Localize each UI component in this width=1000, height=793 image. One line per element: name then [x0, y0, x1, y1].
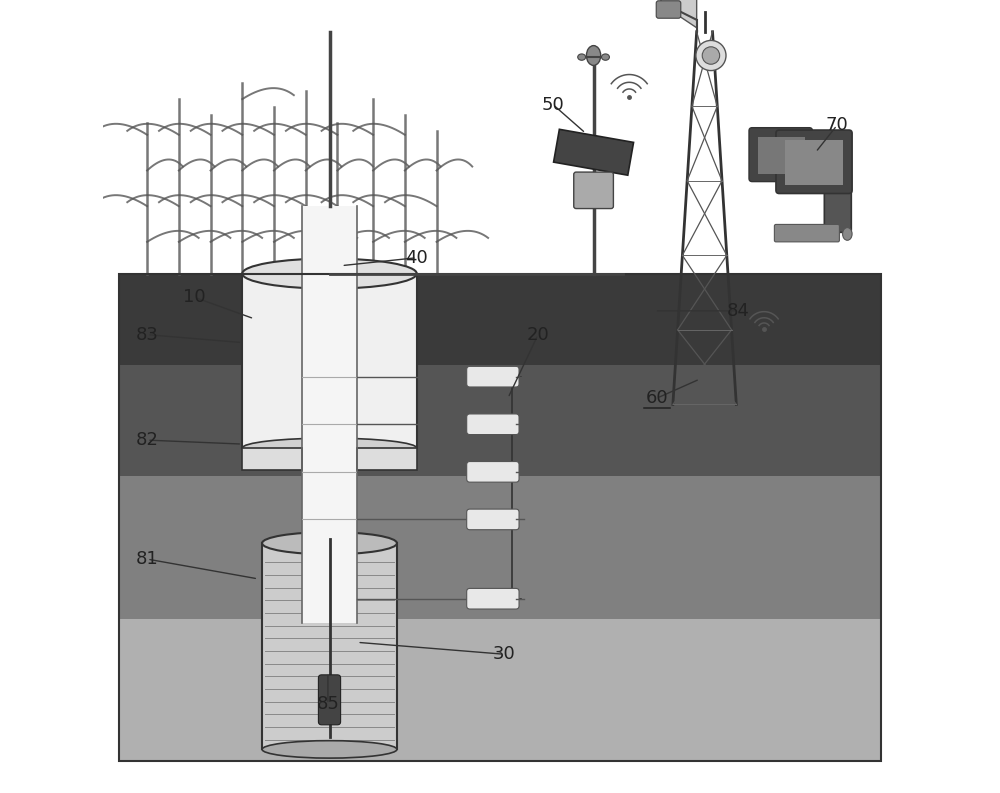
FancyBboxPatch shape [824, 172, 851, 232]
FancyBboxPatch shape [776, 130, 852, 193]
Text: 60: 60 [646, 389, 668, 407]
Text: 81: 81 [136, 550, 158, 568]
Text: 83: 83 [136, 326, 159, 343]
Ellipse shape [578, 54, 586, 60]
Text: 70: 70 [826, 117, 848, 134]
Polygon shape [242, 448, 302, 470]
Polygon shape [262, 543, 397, 749]
Polygon shape [758, 137, 805, 174]
Polygon shape [661, 0, 697, 28]
Polygon shape [119, 619, 881, 761]
Text: 84: 84 [726, 302, 749, 320]
Ellipse shape [602, 54, 609, 60]
Polygon shape [242, 274, 417, 448]
FancyBboxPatch shape [656, 1, 681, 18]
Ellipse shape [262, 741, 397, 758]
Text: 50: 50 [542, 96, 565, 113]
Ellipse shape [262, 532, 397, 554]
Text: 82: 82 [136, 431, 159, 449]
FancyBboxPatch shape [574, 172, 613, 209]
Ellipse shape [696, 40, 726, 71]
FancyBboxPatch shape [749, 128, 812, 182]
FancyBboxPatch shape [467, 509, 519, 530]
FancyBboxPatch shape [467, 462, 519, 482]
Text: 30: 30 [493, 646, 515, 663]
Polygon shape [302, 206, 357, 623]
FancyBboxPatch shape [467, 366, 519, 387]
Polygon shape [357, 448, 417, 470]
Text: 10: 10 [183, 289, 206, 306]
Polygon shape [119, 274, 881, 365]
Ellipse shape [586, 45, 601, 66]
Polygon shape [785, 140, 843, 185]
FancyBboxPatch shape [774, 224, 839, 242]
Ellipse shape [242, 438, 417, 458]
FancyBboxPatch shape [467, 588, 519, 609]
Polygon shape [554, 129, 634, 175]
FancyBboxPatch shape [467, 414, 519, 435]
FancyBboxPatch shape [318, 675, 341, 725]
Ellipse shape [843, 228, 852, 240]
Polygon shape [119, 476, 881, 619]
Ellipse shape [242, 259, 417, 289]
Text: 20: 20 [527, 326, 549, 343]
Ellipse shape [702, 47, 720, 64]
Polygon shape [119, 365, 881, 476]
Text: 40: 40 [405, 249, 428, 266]
Text: 85: 85 [316, 695, 339, 713]
